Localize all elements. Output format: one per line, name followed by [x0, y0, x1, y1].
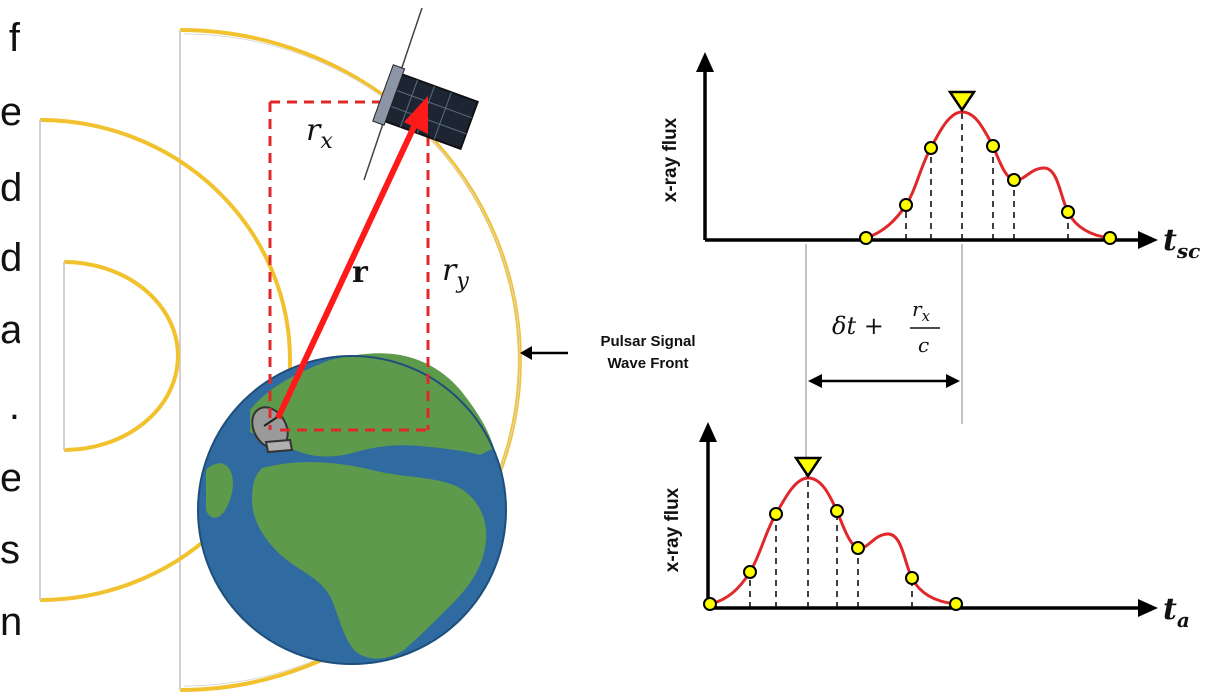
bottom-pulse-plot: x-ray flux ta — [662, 422, 1190, 632]
delay-denominator: c — [918, 333, 929, 357]
position-vector — [275, 96, 428, 420]
clipped-letter: e — [0, 458, 20, 498]
top-y-label: x-ray flux — [660, 117, 681, 202]
wave-label-line1: Pulsar Signal — [600, 333, 695, 350]
bottom-pulse-curve — [709, 476, 957, 606]
wave-front-inner — [63, 260, 180, 452]
delay-numerator: rx — [912, 297, 931, 325]
top-peak-marker — [947, 90, 977, 113]
satellite-icon — [363, 7, 479, 181]
clipped-letter: n — [0, 602, 20, 642]
earth-land-americas — [206, 463, 233, 518]
delay-lhs: δt + — [832, 312, 884, 340]
clipped-letter: . — [8, 386, 20, 426]
clipped-letter: a — [0, 310, 20, 350]
clipped-letter: d — [0, 238, 20, 278]
component-box — [268, 100, 430, 432]
label-ry: ry — [442, 253, 469, 294]
clipped-letter: s — [0, 530, 20, 570]
clipped-letter: e — [0, 92, 20, 132]
label-r: r — [352, 255, 369, 290]
earth-land-africa — [252, 462, 487, 659]
bottom-y-label: x-ray flux — [662, 487, 683, 572]
clipped-letter: f — [8, 18, 20, 58]
delay-annotation: δt + rx c — [805, 244, 963, 480]
earth-rim — [197, 355, 507, 665]
clipped-letter: d — [0, 168, 20, 208]
top-pulse-plot: x-ray flux tsc — [660, 52, 1200, 263]
label-rx: rx — [306, 113, 333, 154]
bottom-peak-marker — [793, 456, 823, 479]
wave-front-middle — [39, 118, 292, 602]
earth — [197, 353, 507, 665]
top-x-label: tsc — [1163, 223, 1200, 263]
wave-front-annotation: Pulsar Signal Wave Front — [520, 333, 696, 372]
top-pulse-curve — [865, 110, 1111, 240]
bottom-x-label: ta — [1163, 592, 1190, 632]
wave-label-line2: Wave Front — [607, 355, 688, 372]
